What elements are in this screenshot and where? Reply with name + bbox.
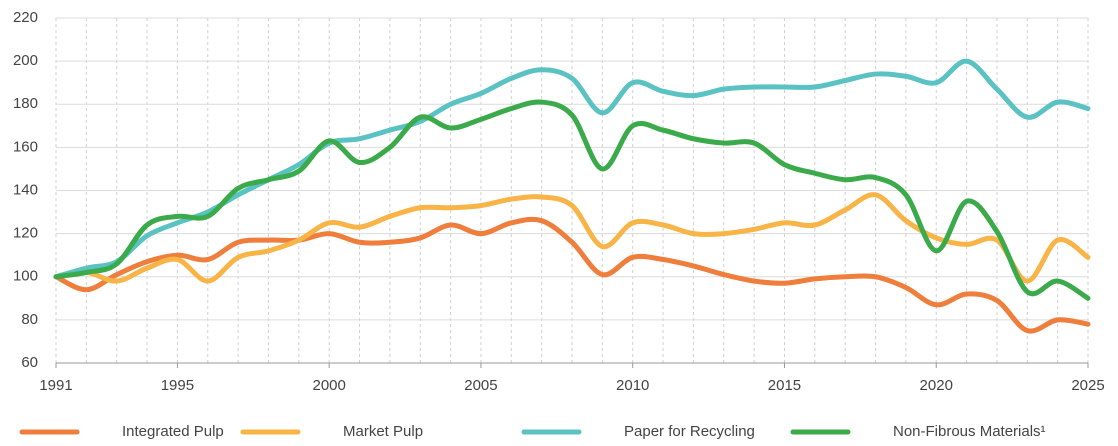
- y-tick-label: 120: [13, 225, 38, 242]
- x-tick-label: 2015: [768, 377, 801, 394]
- series-line: [53, 58, 1091, 280]
- legend: Integrated Pulp Market Pulp Paper for Recy…: [19, 423, 1046, 440]
- legend-label: Paper for Recycling: [624, 423, 755, 440]
- x-tick-label: 2020: [920, 377, 953, 394]
- x-tick-label: 1991: [39, 377, 72, 394]
- grid: [55, 17, 1089, 368]
- y-tick-label: 220: [13, 9, 38, 26]
- legend-label: Integrated Pulp: [122, 423, 224, 440]
- y-tick-label: 160: [13, 138, 38, 155]
- x-tick-label: 2010: [616, 377, 649, 394]
- y-tick-label: 180: [13, 95, 38, 112]
- legend-label: Non-Fibrous Materials¹: [893, 423, 1046, 440]
- y-tick-label: 140: [13, 181, 38, 198]
- y-tick-label: 200: [13, 52, 38, 69]
- x-tick-label: 2000: [312, 377, 345, 394]
- series-line: [53, 192, 1091, 284]
- lines: [53, 58, 1091, 334]
- x-tick-label: 2025: [1071, 377, 1104, 394]
- y-tick-label: 80: [21, 311, 38, 328]
- series-line: [53, 216, 1091, 334]
- labels: 60 80 100 120 140 160 180 200 220 1991 1995 2000 200…: [13, 9, 1105, 394]
- y-tick-label: 100: [13, 268, 38, 285]
- legend-label: Market Pulp: [343, 423, 423, 440]
- x-tick-label: 2005: [464, 377, 497, 394]
- y-tick-label: 60: [21, 354, 38, 371]
- x-tick-label: 1995: [161, 377, 194, 394]
- series-line: [53, 99, 1091, 301]
